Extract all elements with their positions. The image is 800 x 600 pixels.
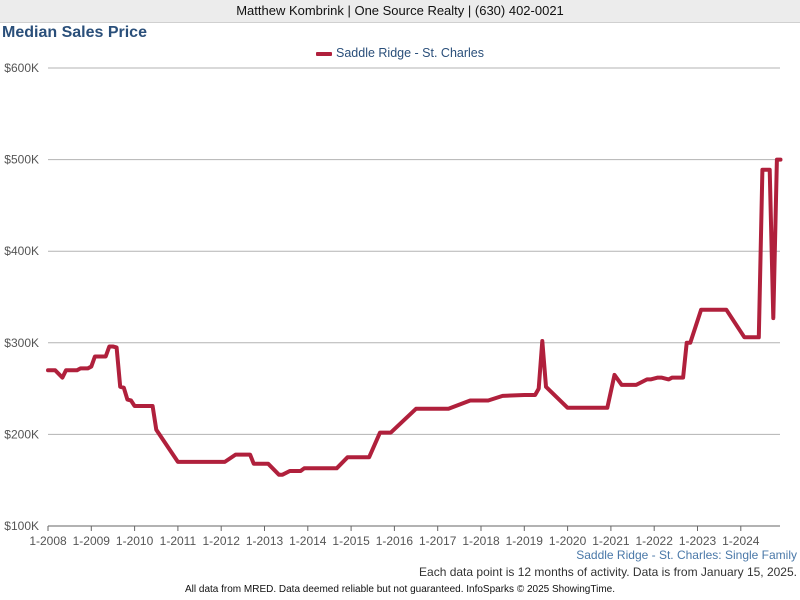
x-tick-label: 1-2013: [246, 534, 284, 548]
x-tick-label: 1-2020: [549, 534, 587, 548]
x-tick-label: 1-2017: [419, 534, 457, 548]
y-tick-label: $600K: [4, 61, 39, 75]
x-tick-label: 1-2015: [332, 534, 370, 548]
agent-header: Matthew Kombrink | One Source Realty | (…: [0, 0, 800, 23]
x-tick-label: 1-2014: [289, 534, 327, 548]
y-tick-label: $500K: [4, 153, 39, 167]
x-tick-label: 1-2011: [160, 534, 197, 548]
x-tick-label: 1-2023: [679, 534, 717, 548]
y-tick-label: $200K: [4, 427, 39, 441]
x-tick-label: 1-2019: [506, 534, 544, 548]
chart-title: Median Sales Price: [2, 24, 147, 41]
series-caption: Saddle Ridge - St. Charles: Single Famil…: [576, 548, 797, 562]
x-tick-label: 1-2022: [636, 534, 674, 548]
chart-legend: Saddle Ridge - St. Charles: [0, 46, 800, 60]
legend-label: Saddle Ridge - St. Charles: [336, 46, 484, 60]
y-tick-label: $400K: [4, 244, 39, 258]
x-tick-label: 1-2021: [592, 534, 630, 548]
x-tick-label: 1-2010: [116, 534, 154, 548]
y-tick-label: $100K: [4, 519, 39, 533]
legend-swatch: [316, 51, 332, 56]
data-note: Each data point is 12 months of activity…: [419, 565, 797, 579]
x-tick-label: 1-2024: [722, 534, 760, 548]
series-line-saddle-ridge: [46, 157, 783, 477]
x-tick-label: 1-2008: [29, 534, 67, 548]
x-tick-label: 1-2012: [203, 534, 241, 548]
footer-disclaimer: All data from MRED. Data deemed reliable…: [184, 584, 615, 595]
x-tick-label: 1-2016: [376, 534, 414, 548]
y-tick-label: $300K: [4, 336, 39, 350]
x-tick-label: 1-2018: [462, 534, 500, 548]
x-tick-label: 1-2009: [73, 534, 111, 548]
